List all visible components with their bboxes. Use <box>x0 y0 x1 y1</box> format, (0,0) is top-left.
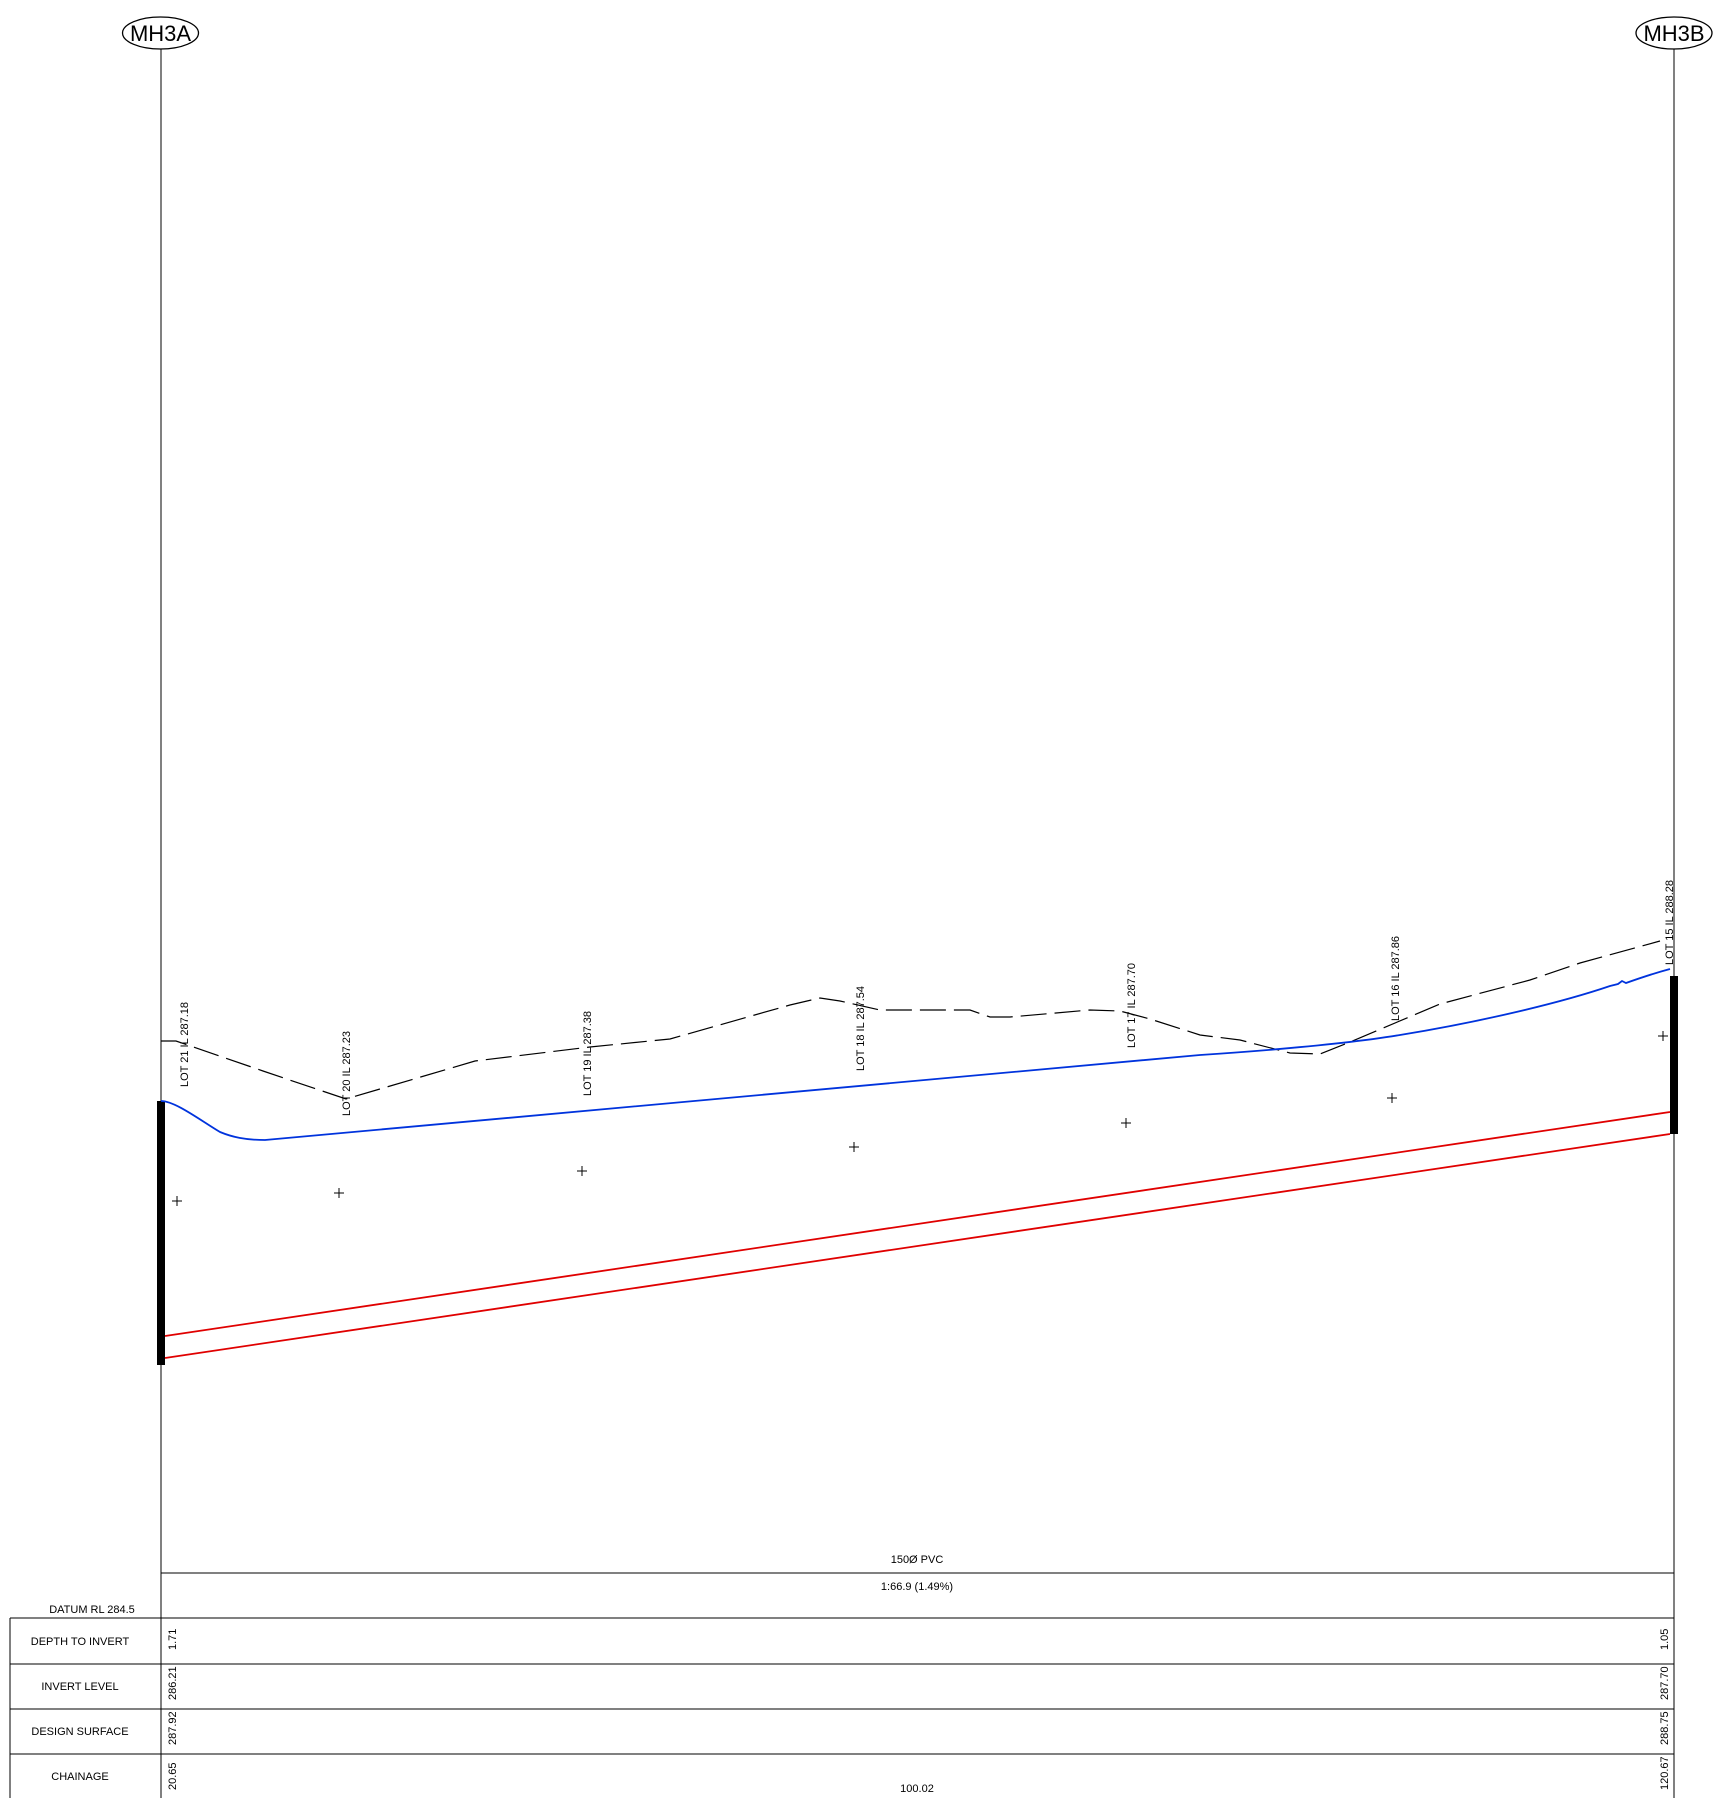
lot-marker <box>334 1188 344 1198</box>
chainage-length-value: 100.02 <box>900 1783 934 1795</box>
design-surface-line <box>160 968 1671 1141</box>
table-row-label-invert: INVERT LEVEL <box>41 1681 118 1693</box>
table-row-label-depth: DEPTH TO INVERT <box>31 1636 130 1648</box>
depth-start-value: 1.71 <box>167 1629 179 1650</box>
lot-marker <box>172 1196 182 1206</box>
manhole-end: MH3B <box>1635 16 1713 50</box>
datum-label: DATUM RL 284.5 <box>49 1604 135 1616</box>
table-row-label-surface: DESIGN SURFACE <box>31 1726 128 1738</box>
pipe-top-line <box>164 1111 1671 1337</box>
lot-label: LOT 15 IL 288.28 <box>1664 880 1676 965</box>
lot-markers <box>172 1031 1668 1206</box>
manhole-start-structure <box>157 1101 165 1365</box>
lot-label: LOT 21 IL 287.18 <box>179 1002 191 1087</box>
invert-start-value: 286.21 <box>167 1666 179 1700</box>
lot-marker <box>1387 1093 1397 1103</box>
lot-label: LOT 16 IL 287.86 <box>1390 936 1402 1021</box>
lot-label: LOT 18 IL 287.54 <box>855 986 867 1071</box>
manhole-start-label: MH3A <box>130 21 191 46</box>
lot-label: LOT 20 IL 287.23 <box>341 1031 353 1116</box>
invert-end-value: 287.70 <box>1659 1666 1671 1700</box>
table-row-label-chainage: CHAINAGE <box>51 1771 108 1783</box>
lot-label: LOT 17 IL 287.70 <box>1126 963 1138 1048</box>
surface-end-value: 288.75 <box>1659 1711 1671 1745</box>
lot-marker <box>1658 1031 1668 1041</box>
lot-label: LOT 19 IL 287.38 <box>582 1011 594 1096</box>
chainage-end-value: 120.67 <box>1659 1756 1671 1790</box>
lot-marker <box>849 1142 859 1152</box>
data-table <box>9 1617 1674 1798</box>
depth-end-value: 1.05 <box>1659 1629 1671 1650</box>
existing-surface-line <box>161 940 1661 1100</box>
pipe-invert-line <box>164 1133 1671 1359</box>
manhole-end-structure <box>1670 976 1678 1134</box>
lot-marker <box>577 1166 587 1176</box>
pipe-description: 150Ø PVC <box>891 1554 944 1566</box>
surface-start-value: 287.92 <box>167 1711 179 1745</box>
manhole-start: MH3A <box>121 16 200 50</box>
lot-marker <box>1121 1118 1131 1128</box>
chainage-start-value: 20.65 <box>167 1762 179 1790</box>
manhole-end-label: MH3B <box>1643 21 1704 46</box>
pipe-grade: 1:66.9 (1.49%) <box>881 1581 953 1593</box>
